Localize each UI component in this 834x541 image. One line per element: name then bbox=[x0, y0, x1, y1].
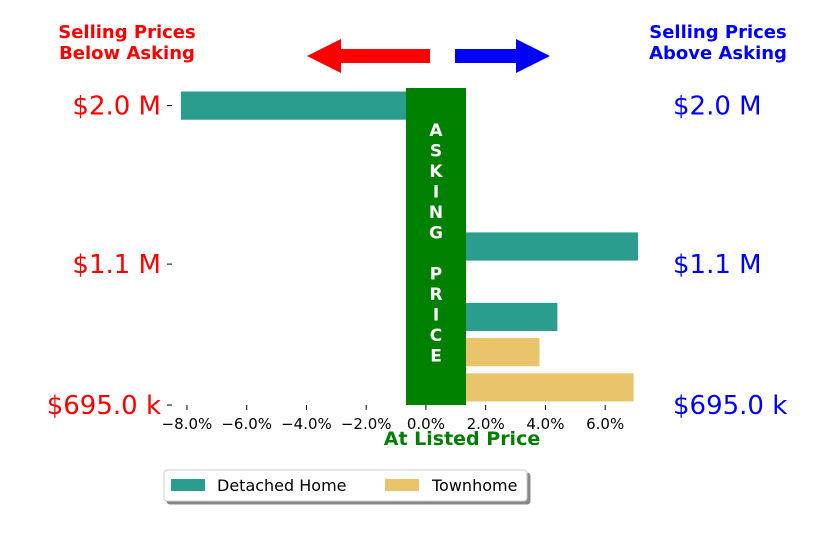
bar-detached-home-0 bbox=[180, 91, 426, 120]
legend: Detached Home Townhome bbox=[163, 469, 528, 502]
band-letter: C bbox=[430, 326, 442, 346]
band-letter: K bbox=[429, 162, 443, 182]
x-tick-label: 2.0% bbox=[467, 415, 505, 433]
band-letter: G bbox=[429, 224, 443, 244]
price-label-left: $1.1 M bbox=[72, 250, 161, 280]
price-label-right: $2.0 M bbox=[673, 92, 762, 122]
x-tick-label: 4.0% bbox=[526, 415, 564, 433]
right-arrow-icon bbox=[455, 39, 550, 73]
price-label-left: $695.0 k bbox=[47, 391, 161, 421]
band-letter: E bbox=[430, 347, 442, 367]
band-letter: R bbox=[429, 285, 442, 305]
x-tick-label: −4.0% bbox=[281, 415, 332, 433]
asking-price-band bbox=[406, 88, 466, 405]
x-axis-ticks: −8.0% −6.0% −4.0% −2.0% 0.0% 2.0% 4.0% 6.0% bbox=[162, 405, 624, 433]
legend-box bbox=[163, 469, 528, 502]
price-labels: $2.0 M $2.0 M $1.1 M $1.1 M $695.0 k $695.0 k bbox=[47, 92, 788, 421]
price-label-right: $695.0 k bbox=[673, 391, 787, 421]
x-tick-label: 6.0% bbox=[586, 415, 624, 433]
x-axis-label: At Listed Price bbox=[384, 428, 540, 450]
price-label-left: $2.0 M bbox=[72, 92, 161, 122]
legend-swatch-townhome bbox=[385, 479, 419, 491]
legend-label-townhome: Townhome bbox=[431, 476, 517, 495]
right-header: Selling Prices Above Asking bbox=[649, 22, 787, 64]
band-letter: I bbox=[433, 183, 439, 203]
band-letter: N bbox=[429, 203, 443, 223]
x-tick-label: −8.0% bbox=[162, 415, 213, 433]
left-header: Selling Prices Below Asking bbox=[58, 22, 195, 64]
legend-label-detached-home: Detached Home bbox=[217, 476, 347, 495]
band-letter: I bbox=[433, 306, 439, 326]
band-letter: A bbox=[429, 121, 443, 141]
x-tick-label: 0.0% bbox=[407, 415, 445, 433]
left-arrow-icon bbox=[307, 39, 430, 73]
x-tick-label: −2.0% bbox=[341, 415, 392, 433]
band-letter: S bbox=[430, 142, 442, 162]
x-tick-label: −6.0% bbox=[221, 415, 272, 433]
legend-swatch-detached-home bbox=[171, 479, 205, 491]
band-letter: P bbox=[430, 265, 442, 285]
price-label-right: $1.1 M bbox=[673, 250, 762, 280]
